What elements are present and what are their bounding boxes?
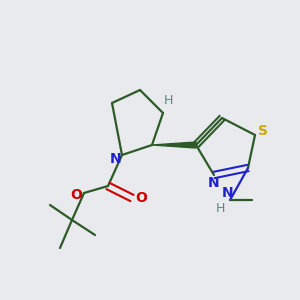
Text: H: H [163,94,173,106]
Text: N: N [222,186,234,200]
Text: O: O [70,188,82,202]
Polygon shape [152,142,196,148]
Text: H: H [215,202,225,214]
Text: O: O [135,191,147,205]
Text: S: S [258,124,268,138]
Text: N: N [110,152,122,166]
Text: N: N [208,176,220,190]
